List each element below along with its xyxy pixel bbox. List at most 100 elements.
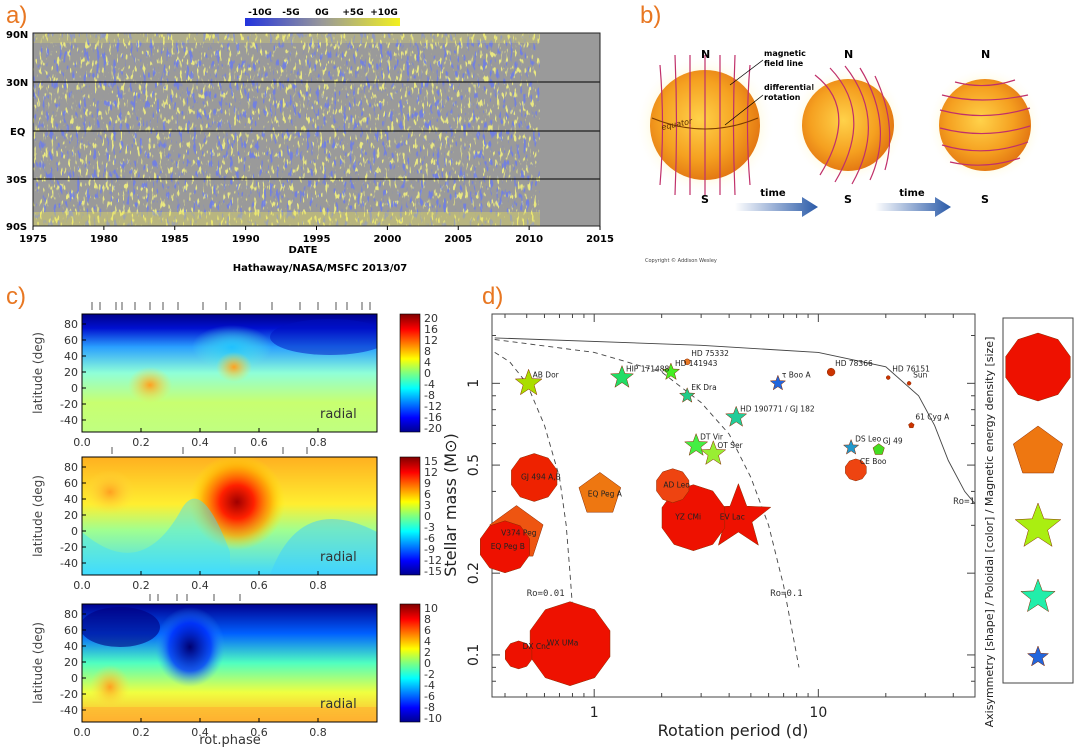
sun-3 xyxy=(927,67,1043,183)
b-time-2: time xyxy=(899,188,925,199)
c-colorbar-tick: -12 xyxy=(424,554,442,567)
c-colorbar-tick: 4 xyxy=(424,635,431,648)
a-colorbar-tick: -5G xyxy=(282,8,299,18)
d-star-marker xyxy=(578,472,622,513)
panel-a-butterfly-diagram: -10G -5G 0G +5G +10G 90N 30N EQ 30S 90S 1975… xyxy=(6,8,614,274)
d-star-label: DX Cnc xyxy=(523,642,550,651)
sun-1 xyxy=(635,54,775,196)
sun-2 xyxy=(790,65,906,185)
d-curve-label: Ro=1 xyxy=(953,497,975,507)
c-ytick: -20 xyxy=(60,398,78,411)
c-colorbar-tick: -8 xyxy=(424,701,435,714)
c-colorbar-tick: -6 xyxy=(424,690,435,703)
c-colorbar-2 xyxy=(399,456,421,576)
a-xlabel: DATE xyxy=(289,245,318,256)
c-ytick: 60 xyxy=(64,334,78,347)
c-tag-3: radial xyxy=(320,697,357,712)
c-colorbar-tick: 12 xyxy=(424,466,438,479)
panel-c-label: c) xyxy=(6,283,26,310)
a-xtick: 1975 xyxy=(19,234,47,245)
c-colorbar-tick: 8 xyxy=(424,345,431,358)
d-ytick: 0.2 xyxy=(466,562,482,584)
b-south-3: S xyxy=(981,193,989,206)
c-tag-1: radial xyxy=(320,407,357,422)
d-star-marker xyxy=(514,368,543,396)
d-star-marker xyxy=(678,387,696,403)
c-colorbar-tick: -12 xyxy=(424,400,442,413)
c-colorbar-1 xyxy=(399,313,421,433)
d-legend-title: Axisymmetry [shape] / Poloidal [color] /… xyxy=(983,337,996,728)
c-ytick: 0 xyxy=(71,525,78,538)
b-north-2: N xyxy=(844,48,853,61)
d-star-label: HD 190771 / GJ 182 xyxy=(740,404,815,413)
a-colorbar-tick: 0G xyxy=(315,8,329,18)
c-xtick: 0.4 xyxy=(191,436,209,449)
b-south-1: S xyxy=(701,193,709,206)
d-star-marker xyxy=(511,453,558,502)
b-north-1: N xyxy=(701,48,710,61)
a-xtick: 1995 xyxy=(303,234,331,245)
c-xtick: 0.6 xyxy=(250,436,268,449)
c-ytick: 20 xyxy=(64,656,78,669)
b-south-2: S xyxy=(844,193,852,206)
d-legend-marker xyxy=(1014,502,1062,547)
b-fieldline-2: field line xyxy=(764,59,804,68)
d-curve-label: Ro=0.01 xyxy=(527,589,565,599)
d-star-marker xyxy=(505,640,533,670)
c-xtick: 0.6 xyxy=(250,726,268,739)
a-ytick-eq: EQ xyxy=(10,127,25,138)
d-star-marker xyxy=(684,358,691,366)
d-star-label: DT Vir xyxy=(700,433,724,442)
c-colorbar-tick: 0 xyxy=(424,367,431,380)
c-colorbar-tick: -9 xyxy=(424,543,435,556)
time-arrow-1 xyxy=(735,197,818,217)
c-xtick: 0.0 xyxy=(73,436,91,449)
c-colorbar-3 xyxy=(399,603,421,723)
d-star-marker xyxy=(906,381,912,386)
d-ylabel: Stellar mass (M⊙) xyxy=(441,433,460,576)
c-xtick: 0.2 xyxy=(132,726,150,739)
c-ytick: 60 xyxy=(64,477,78,490)
d-ytick: 1 xyxy=(466,379,482,388)
d-star-label: EQ Peg A xyxy=(588,489,623,498)
a-ytick-30s: 30S xyxy=(6,175,27,186)
d-star-marker xyxy=(529,601,611,686)
d-star-label: EK Dra xyxy=(691,383,717,392)
d-star-label: HD 141943 xyxy=(675,359,718,368)
c-ytick: 80 xyxy=(64,318,78,331)
d-star-label: DS Leo xyxy=(855,435,882,444)
panel-a-label: a) xyxy=(6,2,28,29)
c-ytick: -40 xyxy=(60,704,78,717)
d-star-marker xyxy=(480,520,530,574)
c-colorbar-tick: -15 xyxy=(424,565,442,578)
c-ytick: 40 xyxy=(64,640,78,653)
c-ytick: -20 xyxy=(60,541,78,554)
c-map-3: 80 60 40 20 0 -20 -40 0.0 0.2 0.4 0.6 0.8 xyxy=(60,603,378,739)
c-colorbar-tick: -10 xyxy=(424,712,442,725)
c-ytick: 0 xyxy=(71,672,78,685)
ro-0.01-curve xyxy=(494,352,573,608)
a-ytick-30n: 30N xyxy=(6,78,28,89)
c-ytick: 20 xyxy=(64,509,78,522)
panel-d-scatter: Ro=0.01 Ro=0.1 Ro=1 1 10 1 0.5 0.2 0.1 HD 75332… xyxy=(441,313,1074,740)
d-star-label: CE Boo xyxy=(860,457,887,466)
c-ytick: -20 xyxy=(60,688,78,701)
d-star-label: AD Leo xyxy=(663,481,690,490)
c-colorbar-tick: 10 xyxy=(424,602,438,615)
d-star-label: 61 Cyg A xyxy=(915,412,950,421)
c-colorbar-tick: -20 xyxy=(424,422,442,435)
c-colorbar-tick: -6 xyxy=(424,532,435,545)
d-star-marker xyxy=(700,440,727,465)
d-star-label: AB Dor xyxy=(533,370,560,379)
d-star-label: EQ Peg B xyxy=(491,542,525,551)
ro-1-curve xyxy=(494,337,976,505)
d-legend-marker xyxy=(1020,578,1056,613)
d-legend-marker xyxy=(1026,645,1050,667)
c-xtick: 0.0 xyxy=(73,579,91,592)
c-xtick: 0.8 xyxy=(309,726,327,739)
d-star-marker xyxy=(656,468,690,503)
d-star-marker xyxy=(684,432,709,456)
c-colorbar-tick: 8 xyxy=(424,613,431,626)
c-ylabel-1: latitude (deg) xyxy=(31,332,45,414)
